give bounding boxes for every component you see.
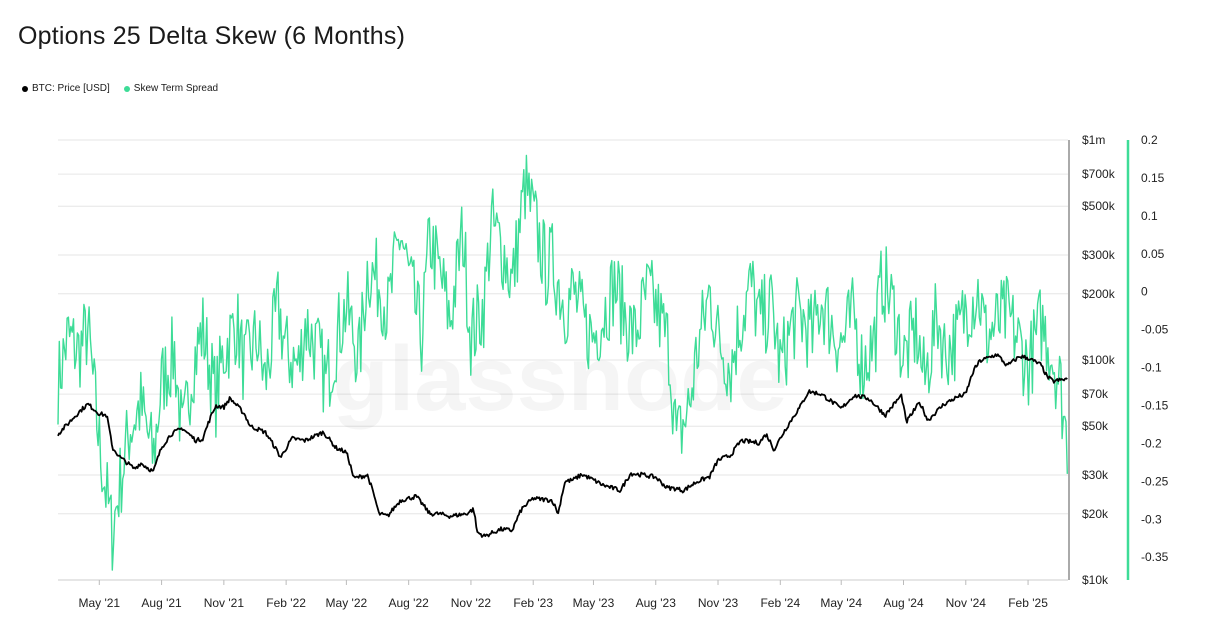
legend-label-skew: Skew Term Spread	[133, 83, 219, 94]
x-tick-label: Aug '24	[883, 596, 924, 610]
skew-tick-label: -0.1	[1141, 361, 1162, 375]
x-tick-label: Aug '22	[388, 596, 429, 610]
axes	[58, 140, 1130, 581]
skew-tick-label: -0.2	[1141, 436, 1162, 450]
price-tick-label: $1m	[1082, 133, 1105, 147]
x-tick-label: May '21	[78, 596, 120, 610]
skew-tick-label: -0.35	[1141, 550, 1169, 564]
price-tick-label: $70k	[1082, 387, 1109, 401]
tick-labels: $1m $700k $500k $300k $200k $100k $70k $50k $30k…	[78, 133, 1168, 610]
x-tick-label: Feb '23	[513, 596, 553, 610]
legend-item-skew[interactable]: Skew Term Spread	[123, 83, 219, 94]
skew-series	[57, 154, 1068, 571]
price-tick-label: $50k	[1082, 419, 1109, 433]
legend-dot-skew	[123, 85, 130, 92]
x-tick-label: Nov '21	[204, 596, 245, 610]
skew-line	[57, 154, 1068, 571]
price-tick-label: $30k	[1082, 468, 1109, 482]
skew-tick-label: -0.3	[1141, 512, 1162, 526]
skew-tick-label: 0.1	[1141, 209, 1158, 223]
x-tick-label: Aug '23	[636, 596, 677, 610]
price-tick-label: $300k	[1082, 248, 1116, 262]
legend-dot-price	[22, 85, 28, 92]
x-tick-label: May '22	[326, 596, 368, 610]
price-tick-label: $200k	[1082, 287, 1116, 301]
price-tick-label: $20k	[1082, 507, 1109, 521]
skew-tick-label: 0	[1141, 285, 1148, 299]
skew-tick-label: 0.05	[1141, 247, 1165, 261]
x-tick-label: Aug '21	[141, 596, 182, 610]
skew-tick-label: -0.25	[1141, 474, 1169, 488]
skew-tick-label: 0.2	[1141, 133, 1158, 147]
price-series	[57, 353, 1068, 538]
price-line	[57, 353, 1068, 538]
x-tick-label: Feb '24	[760, 596, 800, 610]
x-tick-label: Nov '24	[946, 596, 987, 610]
x-tick-label: Feb '25	[1008, 596, 1048, 610]
price-tick-label: $100k	[1082, 353, 1116, 367]
price-tick-label: $700k	[1082, 167, 1116, 181]
legend: BTC: Price [USD] Skew Term Spread	[22, 83, 218, 94]
x-tick-label: Feb '22	[266, 596, 306, 610]
skew-tick-label: -0.05	[1141, 323, 1169, 337]
watermark: glassnode	[332, 328, 787, 430]
skew-tick-label: 0.15	[1141, 171, 1165, 185]
price-tick-label: $10k	[1082, 573, 1109, 587]
skew-tick-label: -0.15	[1141, 399, 1169, 413]
x-tick-label: May '24	[820, 596, 862, 610]
x-tick-label: Nov '22	[451, 596, 492, 610]
price-tick-label: $500k	[1082, 199, 1116, 213]
x-tick-label: May '23	[573, 596, 615, 610]
legend-label-price: BTC: Price [USD]	[32, 83, 110, 94]
x-tick-label: Nov '23	[698, 596, 739, 610]
legend-item-price[interactable]: BTC: Price [USD]	[22, 83, 110, 94]
chart-title: Options 25 Delta Skew (6 Months)	[18, 22, 406, 50]
